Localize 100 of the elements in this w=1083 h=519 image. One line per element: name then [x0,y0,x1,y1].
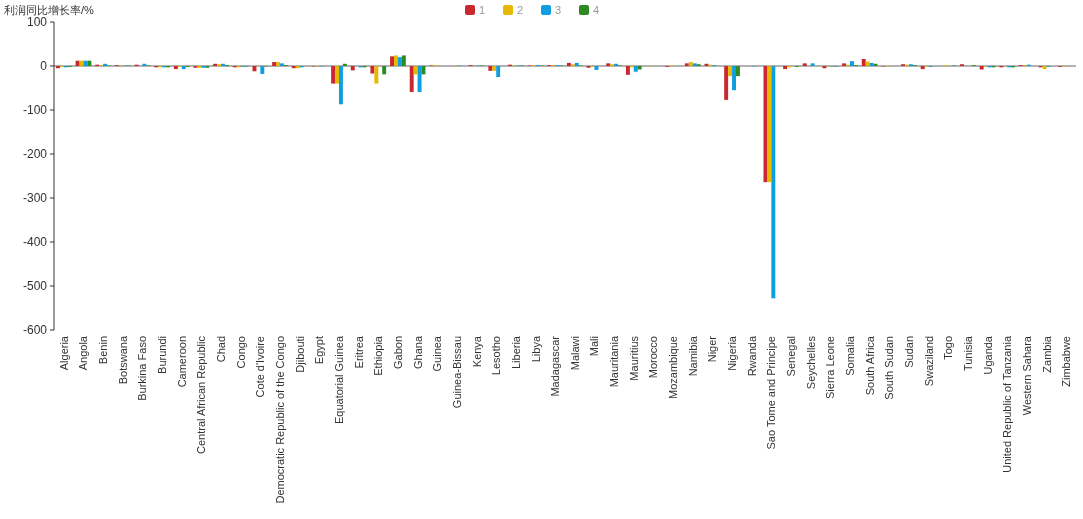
bar [394,55,398,66]
bar [979,66,984,70]
x-tick-label: Madagascar [549,335,562,397]
x-tick-label: Togo [942,336,955,360]
x-tick-label: Mauritania [608,335,621,388]
x-tick-label: Zimbabwe [1060,336,1073,387]
bar [280,63,284,66]
bar [625,66,630,75]
bar [492,66,497,71]
bar [735,66,740,77]
bar [173,66,178,70]
bar [1042,66,1047,70]
y-tick-label: -100 [22,103,48,117]
x-tick-label: Ghana [411,335,424,370]
x-tick-label: Seychelles [804,335,817,390]
x-tick-label: Malawi [568,336,581,371]
bar [335,66,339,84]
x-tick-label: Sierra Leone [824,336,837,399]
x-tick-label: Burkina Faso [136,336,149,401]
x-tick-label: Burundi [156,336,169,374]
x-tick-label: Cameroon [175,336,188,388]
bar [732,66,736,91]
x-tick-label: Liberia [509,335,522,370]
bar [633,66,638,72]
y-tick-label: 100 [26,15,48,29]
bar [413,66,418,75]
x-tick-label: Morocco [647,336,660,379]
y-tick-label: -300 [22,191,48,205]
bar [382,66,387,75]
x-tick-label: Zambia [1040,335,1053,373]
bar [783,66,788,70]
x-tick-label: Kenya [470,335,483,368]
bar [390,56,395,66]
bar [83,60,88,66]
x-tick-label: Sao Tome and Principe [765,336,778,450]
bar [331,66,336,84]
bar [374,66,379,84]
x-tick-label: Equatorial Guinea [332,335,345,425]
y-tick-label: -400 [22,235,48,249]
bar [272,62,277,66]
x-tick-label: Gabon [391,336,404,370]
x-tick-label: Mali [588,336,601,357]
bar [771,66,776,299]
bar [802,63,807,66]
bar [920,66,925,70]
x-tick-label: Tunisia [961,335,974,372]
y-axis-title: 利润同比增长率/% [4,4,95,16]
x-tick-label: Botswana [116,335,129,385]
bar [566,62,571,66]
x-tick-label: Niger [706,335,719,363]
bar [409,66,414,92]
bar [728,66,733,77]
bar [401,55,406,66]
legend-label: 1 [479,4,486,16]
bar [594,66,599,70]
bar [574,62,579,66]
bar [606,63,611,66]
bar [637,66,642,70]
bar [181,66,186,70]
legend-label: 3 [555,4,562,16]
x-tick-label: Central African Republic [195,335,208,455]
bar [842,63,847,66]
x-tick-label: Guinea [431,335,444,372]
x-tick-label: Rwanda [745,335,758,377]
bar [724,66,729,100]
x-tick-label: Swaziland [922,336,935,387]
bar [849,61,854,66]
x-tick-label: Algeria [57,335,70,371]
bar [350,66,355,71]
x-tick-label: Mozambique [667,336,680,399]
bar [692,63,697,66]
x-tick-label: Democratic Republic of the Congo [274,336,287,504]
y-tick-label: -600 [22,323,48,337]
x-tick-label: Benin [97,336,110,365]
bar [87,60,92,66]
bar [688,62,693,66]
y-tick-label: -500 [22,279,48,293]
bar [767,66,772,183]
x-tick-label: Eritrea [352,335,365,369]
legend-label: 2 [517,4,524,16]
bar [397,57,402,66]
bar [496,66,501,77]
x-tick-label: Senegal [785,336,798,377]
bar [75,60,80,66]
bar [276,62,281,66]
x-tick-label: Mauritius [627,335,640,381]
bar [810,63,815,66]
bar [865,61,870,66]
x-tick-label: Angola [77,335,90,371]
x-tick-label: Libya [529,335,542,363]
bar [338,66,343,105]
bar [260,66,265,74]
y-tick-label: -200 [22,147,48,161]
x-tick-label: Uganda [981,335,994,375]
x-tick-label: Chad [215,336,228,363]
x-tick-label: United Republic of Tanzania [1001,335,1014,473]
bar [869,62,874,66]
x-tick-label: Nigeria [726,335,739,371]
x-tick-label: Guinea-Bissau [450,336,463,409]
x-tick-label: Namibia [686,335,699,377]
